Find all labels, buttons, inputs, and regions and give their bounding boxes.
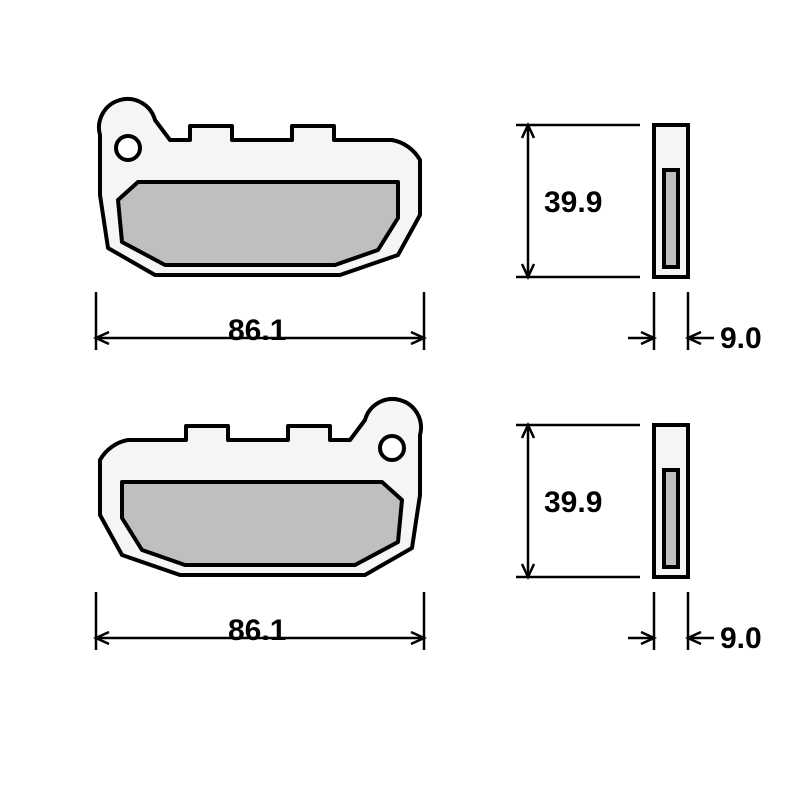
label-top-thickness: 9.0	[720, 322, 762, 356]
label-bottom-thickness: 9.0	[720, 622, 762, 656]
brake-pad-bottom	[100, 399, 421, 575]
technical-diagram: 39.9 86.1 9.0 39.9 86.1 9.0	[0, 0, 800, 800]
label-top-width: 86.1	[228, 314, 286, 348]
brake-pad-bottom-side	[654, 425, 688, 577]
brake-pad-top	[99, 99, 420, 275]
label-bottom-height: 39.9	[544, 486, 602, 520]
brake-pad-top-side	[654, 125, 688, 277]
label-bottom-width: 86.1	[228, 614, 286, 648]
diagram-svg	[0, 0, 800, 800]
label-top-height: 39.9	[544, 186, 602, 220]
dim-top-thickness	[628, 292, 714, 350]
dim-bottom-thickness	[628, 592, 714, 650]
